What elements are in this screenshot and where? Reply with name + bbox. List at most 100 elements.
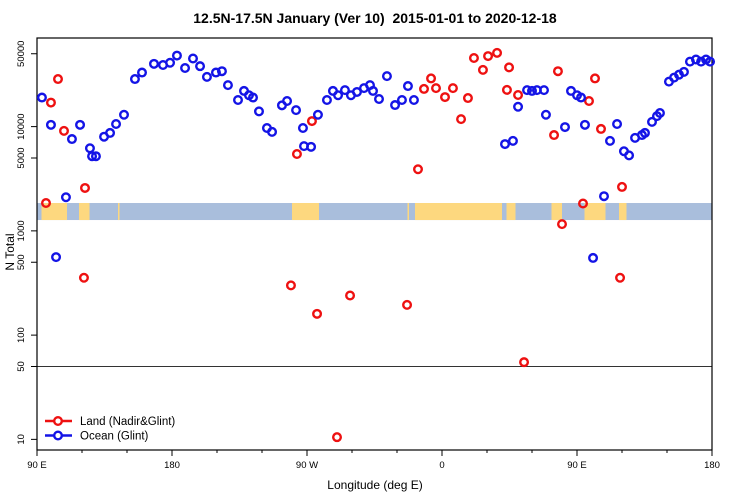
data-point bbox=[201, 71, 212, 82]
data-point bbox=[612, 118, 623, 129]
data-point bbox=[500, 139, 511, 150]
data-point bbox=[599, 191, 610, 202]
data-point bbox=[440, 92, 451, 103]
y-tick-label: 5000 bbox=[16, 147, 27, 168]
data-point bbox=[41, 198, 52, 209]
data-point bbox=[374, 94, 385, 105]
x-axis: 90 E 180 90 W 0 90 E 180 bbox=[27, 450, 720, 471]
y-axis-label: N Total bbox=[3, 233, 17, 271]
data-point bbox=[136, 67, 147, 78]
y-tick-label: 10 bbox=[16, 434, 27, 445]
map-land-segment bbox=[415, 203, 502, 221]
data-point bbox=[187, 53, 198, 64]
data-point bbox=[59, 125, 70, 136]
data-point bbox=[431, 83, 442, 94]
map-land-segment bbox=[79, 203, 90, 221]
data-point bbox=[447, 83, 458, 94]
data-point bbox=[539, 85, 550, 96]
data-point bbox=[639, 127, 650, 138]
legend-marker bbox=[53, 416, 64, 427]
data-point bbox=[210, 67, 221, 78]
y-axis: 10 50 100 500 1000 5000 10000 50000 bbox=[16, 41, 37, 445]
data-point bbox=[540, 109, 551, 120]
legend-marker bbox=[53, 430, 64, 441]
data-point bbox=[79, 182, 90, 193]
y-tick-label: 10000 bbox=[16, 113, 27, 139]
data-point bbox=[596, 123, 607, 134]
x-tick-label: 90 W bbox=[296, 460, 318, 471]
data-point bbox=[468, 53, 479, 64]
plot-frame bbox=[36, 37, 713, 451]
data-point bbox=[51, 252, 62, 263]
map-ocean-strip bbox=[37, 203, 712, 221]
map-land-segment bbox=[407, 203, 409, 221]
data-point bbox=[148, 58, 159, 69]
data-point bbox=[519, 357, 530, 368]
y-tick-label: 1000 bbox=[16, 220, 27, 241]
data-point bbox=[339, 85, 350, 96]
y-tick-label: 100 bbox=[16, 327, 27, 343]
data-point bbox=[501, 84, 512, 95]
data-point bbox=[78, 272, 89, 283]
data-point bbox=[66, 134, 77, 145]
data-point bbox=[527, 85, 538, 96]
data-point bbox=[456, 114, 467, 125]
map-land-segment bbox=[292, 203, 319, 221]
data-point bbox=[402, 299, 413, 310]
data-point bbox=[617, 181, 628, 192]
data-point bbox=[579, 119, 590, 130]
data-point bbox=[291, 105, 302, 116]
map-land-segment bbox=[506, 203, 516, 221]
data-point bbox=[552, 66, 563, 77]
data-point bbox=[368, 85, 379, 96]
data-point bbox=[321, 95, 332, 106]
data-point bbox=[483, 51, 494, 62]
data-point bbox=[678, 66, 689, 77]
data-point bbox=[90, 151, 101, 162]
data-point bbox=[513, 101, 524, 112]
legend-label: Land (Nadir&Glint) bbox=[80, 416, 175, 428]
data-point bbox=[297, 122, 308, 133]
data-point bbox=[462, 93, 473, 104]
x-tick-label: 90 E bbox=[567, 460, 587, 471]
data-point bbox=[345, 290, 356, 301]
data-point bbox=[588, 252, 599, 263]
data-point bbox=[291, 149, 302, 160]
data-point bbox=[195, 61, 206, 72]
x-tick-label: 180 bbox=[164, 460, 180, 471]
data-point bbox=[60, 192, 71, 203]
data-point bbox=[45, 119, 56, 130]
data-point bbox=[87, 151, 98, 162]
map-land-segment bbox=[584, 203, 606, 221]
data-point bbox=[615, 272, 626, 283]
legend-label: Ocean (Glint) bbox=[80, 431, 149, 443]
y-tick-label: 50 bbox=[16, 361, 27, 372]
data-point bbox=[285, 280, 296, 291]
data-point bbox=[247, 92, 258, 103]
data-point bbox=[419, 83, 430, 94]
data-point bbox=[705, 56, 716, 67]
data-point bbox=[557, 219, 568, 230]
data-point bbox=[312, 109, 323, 120]
data-point bbox=[560, 122, 571, 133]
data-point bbox=[413, 164, 424, 175]
legend: Land (Nadir&Glint) Ocean (Glint) bbox=[45, 416, 175, 443]
data-point bbox=[282, 96, 293, 107]
data-point bbox=[590, 73, 601, 84]
chart-title: 12.5N-17.5N January (Ver 10) 2015-01-01 … bbox=[193, 10, 557, 26]
data-point bbox=[36, 92, 47, 103]
x-tick-label: 180 bbox=[704, 460, 720, 471]
data-point bbox=[306, 141, 317, 152]
data-point bbox=[180, 62, 191, 73]
data-point bbox=[165, 57, 176, 68]
data-point bbox=[53, 74, 64, 85]
data-point bbox=[390, 100, 401, 111]
data-point bbox=[105, 127, 116, 138]
data-point bbox=[267, 126, 278, 137]
data-point bbox=[118, 109, 129, 120]
data-point bbox=[578, 198, 589, 209]
data-point bbox=[408, 95, 419, 106]
data-point bbox=[396, 95, 407, 106]
map-land-segment bbox=[118, 203, 120, 221]
